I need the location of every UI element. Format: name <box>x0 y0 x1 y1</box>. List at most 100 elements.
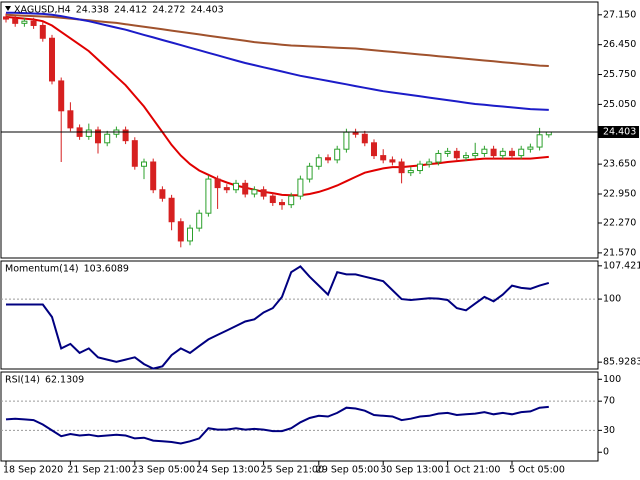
candle-body <box>453 150 460 159</box>
indicator-line <box>5 405 549 445</box>
candle-body <box>269 195 276 204</box>
y-tick-label: 70 <box>603 396 615 407</box>
candle-body <box>223 187 230 191</box>
candle-body <box>315 157 322 167</box>
candle-body <box>417 163 423 172</box>
candle-body <box>196 212 203 229</box>
candle-body <box>85 129 92 137</box>
y-tick-label: 100 <box>603 294 621 305</box>
candle-body <box>104 133 111 144</box>
candle-body <box>205 178 212 214</box>
candle-body <box>49 37 55 82</box>
x-tick-label: 23 Sep 05:00 <box>132 465 195 476</box>
candle-body <box>472 152 479 157</box>
moving-average <box>5 15 549 197</box>
candle-body <box>306 165 313 180</box>
candle-body <box>361 133 368 144</box>
x-tick-label: 25 Sep 21:00 <box>261 465 324 476</box>
candle-body <box>260 189 267 197</box>
y-tick-label: 100 <box>603 374 621 385</box>
candle-body <box>251 189 258 195</box>
candle-body <box>214 178 221 189</box>
y-tick-label: 25.050 <box>603 99 636 110</box>
x-tick-label: 21 Sep 21:00 <box>67 465 130 476</box>
candle-body <box>58 80 65 112</box>
candle-body <box>288 195 295 206</box>
ohlc-value: 24.412 <box>114 5 147 16</box>
candle-body <box>12 18 19 24</box>
candle-body <box>30 20 37 26</box>
candle-body <box>95 129 101 144</box>
candle-body <box>242 182 249 195</box>
candle-body <box>536 134 543 148</box>
candle-body <box>490 148 497 157</box>
indicator-value: 62.1309 <box>45 375 84 386</box>
candle-body <box>297 178 304 197</box>
panel-title: XAGUSD,H4 <box>14 5 71 16</box>
x-tick-label: 1 Oct 21:00 <box>445 465 501 476</box>
candle-body <box>371 142 377 157</box>
candle-body <box>343 131 350 150</box>
candle-body <box>426 161 433 165</box>
y-tick-label: 0 <box>603 447 609 458</box>
y-tick-label: 21.570 <box>603 247 636 258</box>
y-tick-label: 27.150 <box>603 9 636 20</box>
x-tick-label: 5 Oct 05:00 <box>509 465 565 476</box>
collapse-icon[interactable] <box>5 6 11 11</box>
candle-body <box>334 148 341 161</box>
candle-body <box>67 110 74 129</box>
panel-frame <box>0 371 599 462</box>
candle-body <box>177 221 184 242</box>
candle-body <box>39 24 46 39</box>
moving-average <box>6 11 549 111</box>
y-tick-label: 30 <box>603 425 615 436</box>
candle-body <box>159 189 166 199</box>
x-tick-label: 30 Sep 13:00 <box>380 465 443 476</box>
ohlc-value: 24.338 <box>76 5 109 16</box>
moving-average <box>5 13 549 67</box>
candle-body <box>389 159 396 163</box>
candle-body <box>398 161 405 174</box>
candle-body <box>168 197 175 223</box>
indicator-value: 103.6089 <box>84 264 129 275</box>
candle-body <box>380 155 387 161</box>
panel-title: Momentum(14) <box>5 264 79 275</box>
x-tick-label: 24 Sep 13:00 <box>196 465 259 476</box>
x-tick-label: 29 Sep 05:00 <box>316 465 379 476</box>
x-tick-label: 18 Sep 2020 <box>3 465 63 476</box>
current-price: 24.403 <box>603 127 636 138</box>
y-tick-label: 22.950 <box>603 189 636 200</box>
candle-body <box>499 150 506 157</box>
candle-body <box>463 155 469 159</box>
candle-body <box>233 182 239 191</box>
y-tick-label: 25.750 <box>603 69 636 80</box>
panel-title: RSI(14) <box>5 375 40 386</box>
candle-body <box>122 129 129 142</box>
candle-body <box>279 202 285 206</box>
y-tick-label: 26.450 <box>603 39 636 50</box>
candle-body <box>141 161 147 167</box>
ohlc-value: 24.272 <box>152 5 185 16</box>
candle-body <box>3 16 9 20</box>
indicator-line <box>6 265 550 370</box>
y-tick-label: 22.270 <box>603 218 636 229</box>
candle-body <box>150 161 157 191</box>
candle-body <box>131 140 138 167</box>
candle-body <box>509 150 515 157</box>
candle-body <box>518 148 525 157</box>
candle-body <box>21 20 28 24</box>
candle-body <box>325 157 331 161</box>
y-tick-label: 107.4219 <box>603 260 640 271</box>
candle-body <box>527 146 534 150</box>
candle-body <box>187 227 193 242</box>
y-tick-label: 23.650 <box>603 159 636 170</box>
candle-body <box>444 150 451 154</box>
y-tick-label: 85.9283 <box>603 357 640 368</box>
candle-body <box>407 170 414 174</box>
ohlc-value: 24.403 <box>190 5 223 16</box>
candle-body <box>435 152 442 163</box>
panel-frame <box>0 260 599 370</box>
price-box <box>598 126 639 139</box>
candle-body <box>481 148 488 154</box>
